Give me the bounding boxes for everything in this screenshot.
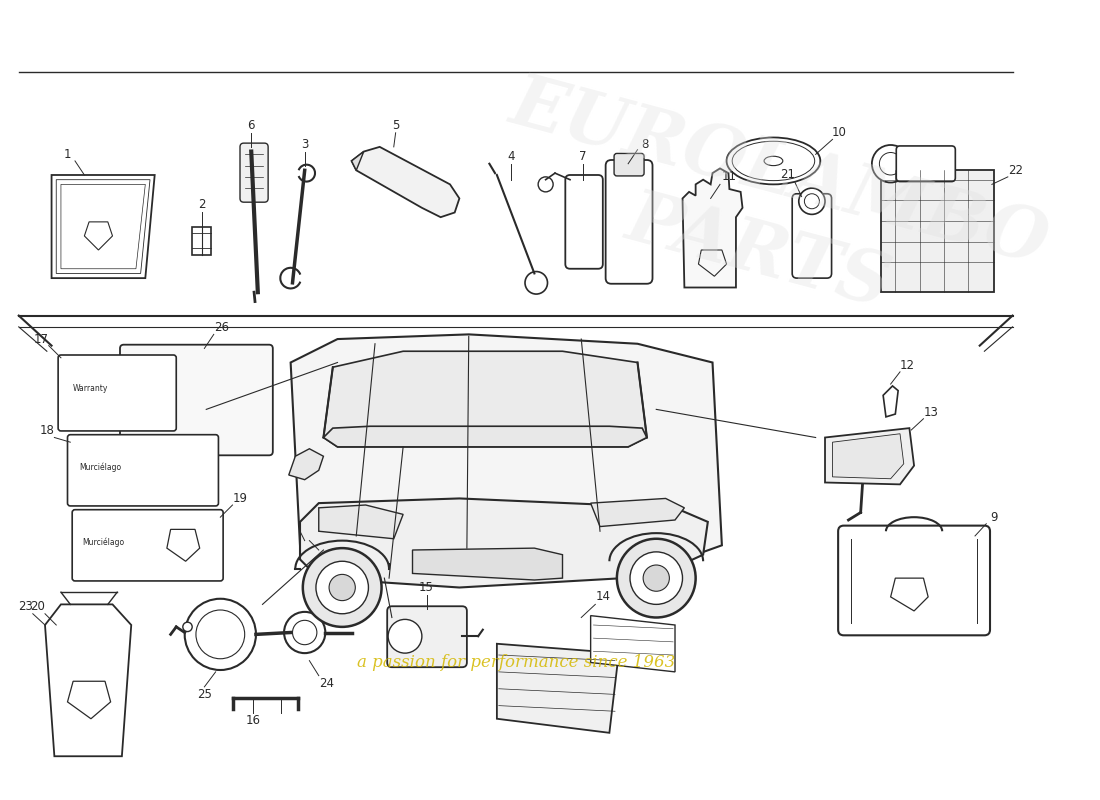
FancyBboxPatch shape: [896, 146, 955, 182]
Circle shape: [879, 153, 902, 175]
Text: 24: 24: [319, 677, 333, 690]
FancyBboxPatch shape: [606, 160, 652, 284]
Circle shape: [284, 612, 326, 653]
Text: Warranty: Warranty: [73, 384, 109, 394]
Circle shape: [183, 622, 192, 631]
Text: 1: 1: [64, 148, 72, 161]
Ellipse shape: [727, 138, 821, 184]
Polygon shape: [412, 548, 562, 580]
Text: 18: 18: [40, 425, 54, 438]
Text: 16: 16: [245, 714, 261, 727]
Circle shape: [617, 538, 695, 618]
FancyBboxPatch shape: [792, 194, 832, 278]
FancyBboxPatch shape: [838, 526, 990, 635]
Polygon shape: [591, 498, 684, 526]
Text: 14: 14: [595, 590, 610, 603]
Bar: [881, 170, 993, 292]
Circle shape: [293, 620, 317, 645]
Text: 12: 12: [900, 359, 915, 372]
Polygon shape: [352, 151, 364, 170]
Circle shape: [644, 565, 670, 591]
Circle shape: [630, 552, 682, 604]
Text: 26: 26: [213, 322, 229, 334]
Text: 2: 2: [198, 198, 206, 211]
Polygon shape: [323, 351, 647, 447]
Polygon shape: [883, 386, 898, 417]
Text: a passion for performance since 1963: a passion for performance since 1963: [356, 654, 674, 671]
Polygon shape: [52, 175, 155, 278]
Circle shape: [302, 548, 382, 627]
Circle shape: [799, 188, 825, 214]
Text: Murciélago: Murciélago: [82, 538, 124, 547]
FancyBboxPatch shape: [120, 345, 273, 455]
Text: 7: 7: [580, 150, 587, 162]
Text: EUROLAMBO
PARTS: EUROLAMBO PARTS: [482, 67, 1056, 358]
Text: 20: 20: [30, 600, 45, 613]
Polygon shape: [591, 616, 675, 672]
Text: Murciélago: Murciélago: [79, 462, 122, 472]
Text: 17: 17: [34, 333, 48, 346]
Text: 19: 19: [232, 492, 248, 505]
Text: 13: 13: [924, 406, 938, 418]
Circle shape: [525, 271, 548, 294]
Circle shape: [388, 619, 422, 653]
Polygon shape: [825, 428, 914, 484]
FancyBboxPatch shape: [67, 434, 219, 506]
Polygon shape: [289, 449, 323, 480]
Text: 11: 11: [722, 170, 737, 183]
Polygon shape: [319, 505, 403, 538]
FancyBboxPatch shape: [58, 355, 176, 431]
Circle shape: [804, 194, 820, 209]
Polygon shape: [682, 169, 742, 287]
FancyBboxPatch shape: [73, 510, 223, 581]
Ellipse shape: [733, 142, 815, 181]
Text: 3: 3: [301, 138, 308, 150]
Polygon shape: [323, 426, 647, 447]
Text: 22: 22: [1008, 164, 1023, 177]
Polygon shape: [833, 434, 904, 478]
Circle shape: [329, 574, 355, 601]
FancyBboxPatch shape: [614, 154, 645, 176]
Text: 21: 21: [780, 169, 795, 182]
Text: 5: 5: [392, 119, 399, 132]
FancyBboxPatch shape: [565, 175, 603, 269]
Text: 23: 23: [18, 600, 33, 613]
FancyBboxPatch shape: [387, 606, 466, 667]
Text: 8: 8: [641, 138, 649, 150]
Polygon shape: [192, 226, 211, 254]
Text: 25: 25: [197, 688, 212, 701]
Ellipse shape: [764, 156, 783, 166]
Text: 9: 9: [990, 510, 998, 524]
Circle shape: [185, 598, 256, 670]
Circle shape: [316, 562, 369, 614]
Circle shape: [538, 177, 553, 192]
Polygon shape: [290, 334, 722, 583]
Text: 10: 10: [832, 126, 847, 139]
Circle shape: [872, 145, 910, 182]
Polygon shape: [300, 498, 707, 587]
FancyBboxPatch shape: [240, 143, 268, 202]
Circle shape: [196, 610, 244, 658]
Text: 6: 6: [248, 119, 255, 132]
Polygon shape: [497, 644, 619, 733]
Polygon shape: [45, 604, 131, 756]
Polygon shape: [352, 147, 460, 217]
Text: 15: 15: [419, 581, 435, 594]
Text: 4: 4: [507, 150, 515, 162]
